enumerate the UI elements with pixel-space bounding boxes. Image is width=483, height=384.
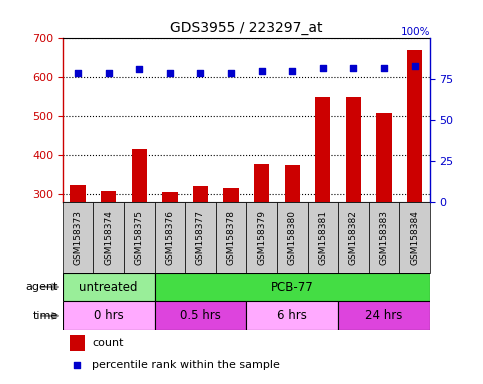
Text: time: time: [33, 311, 58, 321]
Point: [227, 70, 235, 76]
Text: 24 hrs: 24 hrs: [365, 310, 403, 322]
Point: [105, 70, 113, 76]
FancyBboxPatch shape: [277, 202, 308, 273]
Text: GSM158376: GSM158376: [165, 210, 174, 265]
FancyBboxPatch shape: [399, 202, 430, 273]
Bar: [71, 185, 86, 202]
Text: 6 hrs: 6 hrs: [277, 310, 307, 322]
FancyBboxPatch shape: [63, 202, 93, 273]
Point: [73, 362, 81, 368]
Text: GSM158377: GSM158377: [196, 210, 205, 265]
FancyBboxPatch shape: [155, 202, 185, 273]
Text: GSM158374: GSM158374: [104, 210, 113, 265]
Text: GSM158373: GSM158373: [73, 210, 83, 265]
Title: GDS3955 / 223297_at: GDS3955 / 223297_at: [170, 21, 323, 35]
FancyBboxPatch shape: [63, 301, 155, 330]
Point: [166, 70, 174, 76]
Text: agent: agent: [26, 282, 58, 292]
FancyBboxPatch shape: [155, 301, 246, 330]
Bar: [284, 166, 300, 202]
Text: count: count: [92, 338, 124, 348]
Point: [258, 68, 266, 74]
Bar: [131, 149, 147, 202]
FancyBboxPatch shape: [338, 301, 430, 330]
FancyBboxPatch shape: [93, 202, 124, 273]
Point: [350, 65, 357, 71]
Text: GSM158379: GSM158379: [257, 210, 266, 265]
Text: GSM158384: GSM158384: [410, 210, 419, 265]
Text: GSM158380: GSM158380: [288, 210, 297, 265]
Point: [135, 66, 143, 73]
Point: [319, 65, 327, 71]
Text: untreated: untreated: [79, 281, 138, 293]
FancyBboxPatch shape: [338, 202, 369, 273]
FancyBboxPatch shape: [155, 273, 430, 301]
Bar: [407, 50, 422, 202]
Bar: [101, 191, 116, 202]
Point: [380, 65, 388, 71]
Text: 0.5 hrs: 0.5 hrs: [180, 310, 221, 322]
Bar: [376, 113, 392, 202]
FancyBboxPatch shape: [308, 202, 338, 273]
Bar: [223, 188, 239, 202]
FancyBboxPatch shape: [63, 273, 155, 301]
Text: GSM158382: GSM158382: [349, 210, 358, 265]
FancyBboxPatch shape: [124, 202, 155, 273]
Point: [411, 63, 418, 69]
FancyBboxPatch shape: [369, 202, 399, 273]
FancyBboxPatch shape: [216, 202, 246, 273]
Text: 0 hrs: 0 hrs: [94, 310, 124, 322]
Bar: [193, 186, 208, 202]
Text: 100%: 100%: [400, 27, 430, 37]
Text: percentile rank within the sample: percentile rank within the sample: [92, 360, 280, 370]
Text: GSM158378: GSM158378: [227, 210, 236, 265]
FancyBboxPatch shape: [246, 202, 277, 273]
Point: [197, 70, 204, 76]
Bar: [162, 192, 177, 202]
Point: [288, 68, 296, 74]
Text: GSM158381: GSM158381: [318, 210, 327, 265]
Text: PCB-77: PCB-77: [271, 281, 313, 293]
Bar: [70, 335, 85, 351]
FancyBboxPatch shape: [246, 301, 338, 330]
Text: GSM158383: GSM158383: [380, 210, 388, 265]
Bar: [254, 164, 270, 202]
Bar: [315, 97, 330, 202]
Text: GSM158375: GSM158375: [135, 210, 144, 265]
Point: [74, 70, 82, 76]
Bar: [346, 98, 361, 202]
FancyBboxPatch shape: [185, 202, 216, 273]
